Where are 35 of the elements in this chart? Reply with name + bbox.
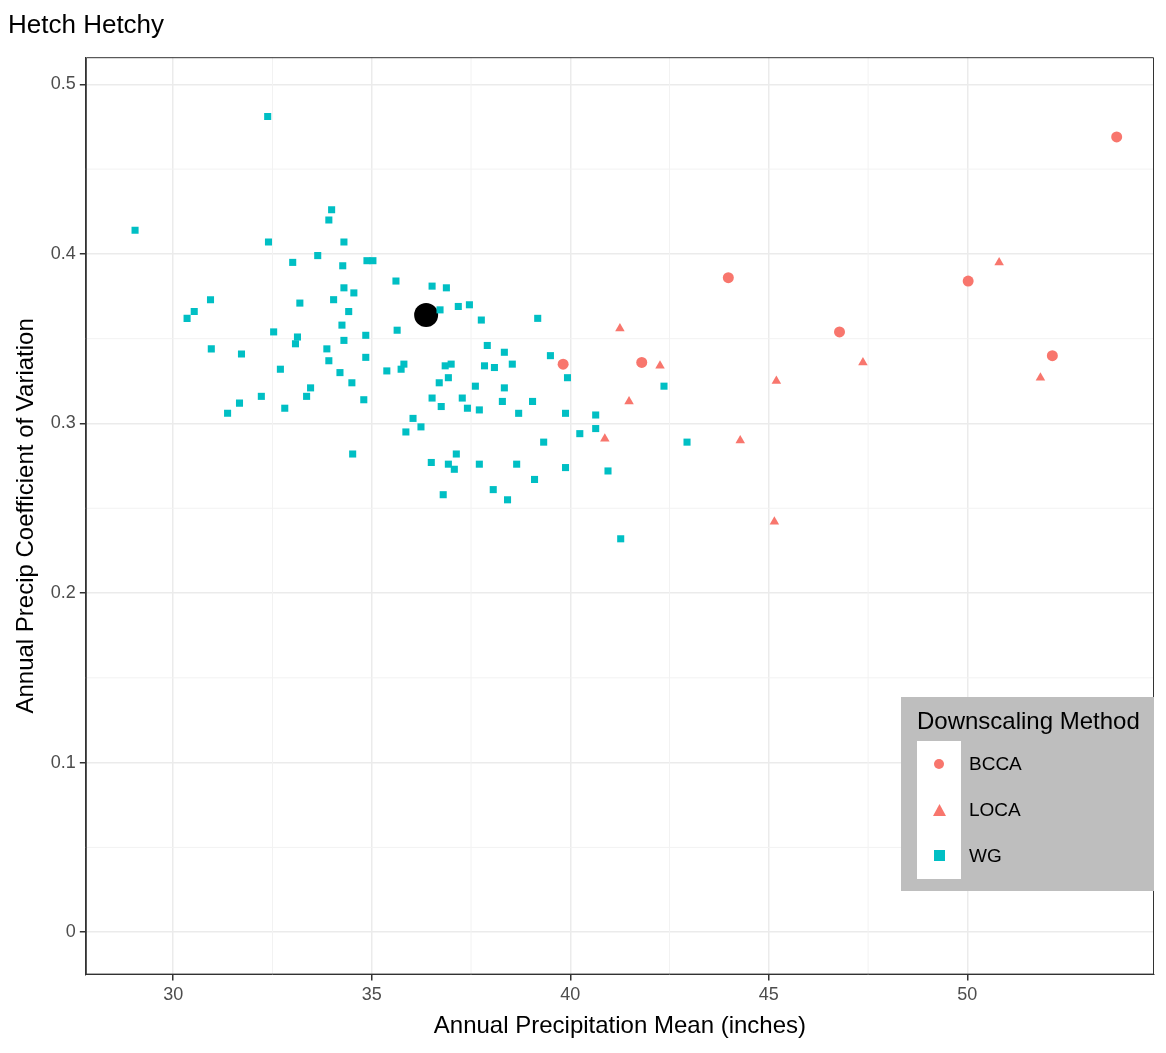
chart-title: Hetch Hetchy — [8, 8, 165, 39]
point — [615, 323, 625, 332]
point — [834, 326, 845, 338]
point — [771, 375, 782, 384]
legend-label: WG — [969, 844, 1002, 867]
y-tick-label: 0.1 — [50, 751, 76, 772]
point — [414, 302, 439, 327]
point — [722, 272, 734, 284]
point — [557, 358, 569, 370]
y-tick-label: 0.3 — [50, 412, 76, 433]
x-tick-label: 40 — [560, 984, 581, 1005]
legend-title: Downscaling Method — [917, 706, 1140, 735]
x-tick-label: 45 — [758, 984, 779, 1005]
legend-label: BCCA — [969, 752, 1022, 775]
x-tick-label: 50 — [957, 984, 978, 1005]
y-tick-label: 0 — [65, 921, 76, 942]
point — [624, 395, 634, 405]
point — [636, 356, 648, 368]
x-tick-label: 30 — [163, 984, 184, 1005]
point — [769, 516, 780, 525]
y-tick-label: 0.5 — [50, 73, 76, 94]
point — [1035, 372, 1046, 381]
legend-label: LOCA — [969, 798, 1021, 821]
point — [994, 256, 1004, 266]
point — [1111, 131, 1123, 143]
y-axis-title: Annual Precip Coefficient of Variation — [11, 318, 39, 714]
point — [858, 356, 868, 366]
x-tick-label: 35 — [361, 984, 382, 1005]
point — [1046, 350, 1058, 362]
point — [962, 275, 974, 287]
y-tick-label: 0.4 — [50, 242, 76, 263]
point — [655, 360, 665, 369]
y-tick-label: 0.2 — [50, 582, 76, 603]
x-axis-title: Annual Precipitation Mean (inches) — [433, 1011, 807, 1039]
point — [735, 434, 745, 444]
